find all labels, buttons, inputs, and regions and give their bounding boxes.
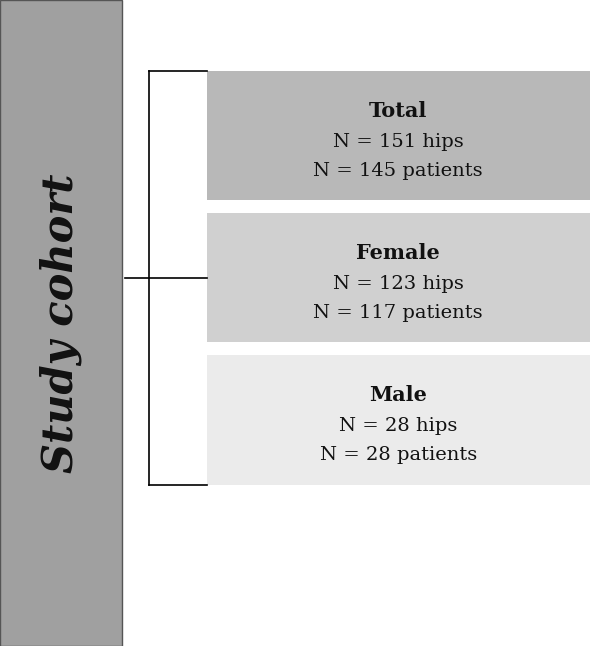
Text: N = 28 hips: N = 28 hips: [339, 417, 457, 435]
Text: N = 145 patients: N = 145 patients: [314, 162, 483, 180]
FancyBboxPatch shape: [207, 355, 590, 484]
Text: Study cohort: Study cohort: [40, 173, 82, 473]
FancyBboxPatch shape: [207, 71, 590, 200]
Text: Total: Total: [369, 101, 427, 121]
Text: N = 117 patients: N = 117 patients: [314, 304, 483, 322]
Text: N = 123 hips: N = 123 hips: [333, 275, 464, 293]
FancyBboxPatch shape: [0, 0, 122, 646]
Text: N = 151 hips: N = 151 hips: [333, 133, 464, 151]
Text: Female: Female: [356, 244, 440, 263]
FancyBboxPatch shape: [207, 213, 590, 342]
Text: N = 28 patients: N = 28 patients: [320, 446, 477, 464]
Text: Male: Male: [369, 386, 427, 405]
